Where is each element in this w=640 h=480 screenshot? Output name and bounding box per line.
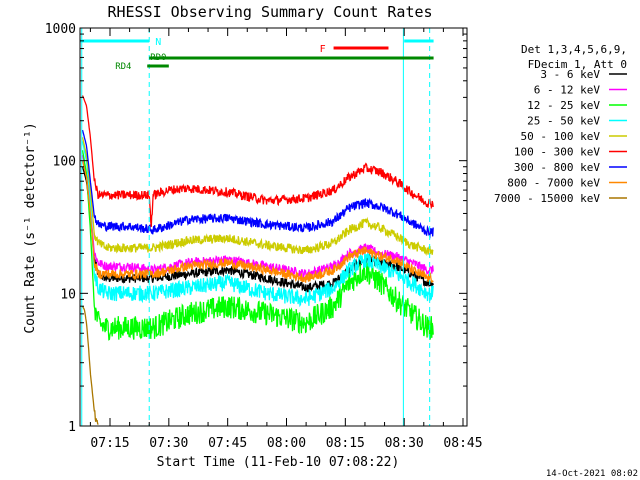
legend-label-8: 7000 - 15000 keV bbox=[494, 192, 600, 205]
series-line-2 bbox=[81, 150, 434, 341]
x-tick-label-3: 08:00 bbox=[267, 436, 306, 451]
y-tick-label-2: 10 bbox=[60, 287, 76, 302]
series-line-8 bbox=[81, 305, 99, 425]
rd4-label: RD4 bbox=[115, 62, 131, 72]
legend-label-2: 12 - 25 keV bbox=[527, 99, 600, 112]
legend-label-1: 6 - 12 keV bbox=[534, 84, 601, 97]
x-tick-label-6: 08:45 bbox=[443, 436, 482, 451]
x-axis: 07:15 07:30 07:45 08:00 08:15 08:30 08:45 bbox=[89, 28, 483, 451]
x-axis-label: Start Time (11-Feb-10 07:08:22) bbox=[157, 455, 400, 470]
legend-label-7: 800 - 7000 keV bbox=[507, 177, 600, 190]
legend-header-1: FDecim 1, Att 0 bbox=[528, 58, 627, 71]
x-tick-label-2: 07:45 bbox=[208, 436, 247, 451]
timestamp: 14-Oct-2021 08:02 bbox=[546, 469, 638, 479]
chart-title: RHESSI Observing Summary Count Rates bbox=[107, 3, 432, 21]
series-line-5 bbox=[81, 95, 434, 227]
legend-label-6: 300 - 800 keV bbox=[514, 161, 600, 174]
n-label: N bbox=[155, 37, 161, 48]
series-line-3 bbox=[81, 141, 434, 308]
x-tick-label-4: 08:15 bbox=[326, 436, 365, 451]
legend-label-3: 25 - 50 keV bbox=[527, 115, 600, 128]
legend-label-4: 50 - 100 keV bbox=[521, 130, 601, 143]
series-line-4 bbox=[81, 137, 434, 257]
series-line-6 bbox=[81, 129, 434, 239]
rd0-label: RD0 bbox=[150, 53, 166, 63]
x-tick-label-1: 07:30 bbox=[149, 436, 188, 451]
y-axis: 1000 100 10 1 bbox=[45, 22, 467, 435]
series-line-7 bbox=[81, 160, 434, 283]
y-axis-label: Count Rate (s⁻¹ detector⁻¹) bbox=[23, 122, 38, 333]
legend: Det 1,3,4,5,6,9, FDecim 1, Att 03 - 6 keV… bbox=[494, 43, 627, 205]
annotations: N F RD0 RD4 bbox=[80, 28, 434, 426]
plot-frame bbox=[79, 27, 468, 427]
x-tick-label-5: 08:30 bbox=[385, 436, 424, 451]
y-tick-label-0: 1000 bbox=[45, 22, 76, 37]
legend-header-0: Det 1,3,4,5,6,9, bbox=[521, 43, 627, 56]
legend-label-0: 3 - 6 keV bbox=[540, 68, 600, 81]
y-tick-label-3: 1 bbox=[68, 420, 76, 435]
legend-label-5: 100 - 300 keV bbox=[514, 146, 600, 159]
plot-lines bbox=[81, 95, 434, 425]
y-tick-label-1: 100 bbox=[53, 155, 76, 170]
f-label: F bbox=[320, 44, 326, 55]
x-tick-label-0: 07:15 bbox=[90, 436, 129, 451]
